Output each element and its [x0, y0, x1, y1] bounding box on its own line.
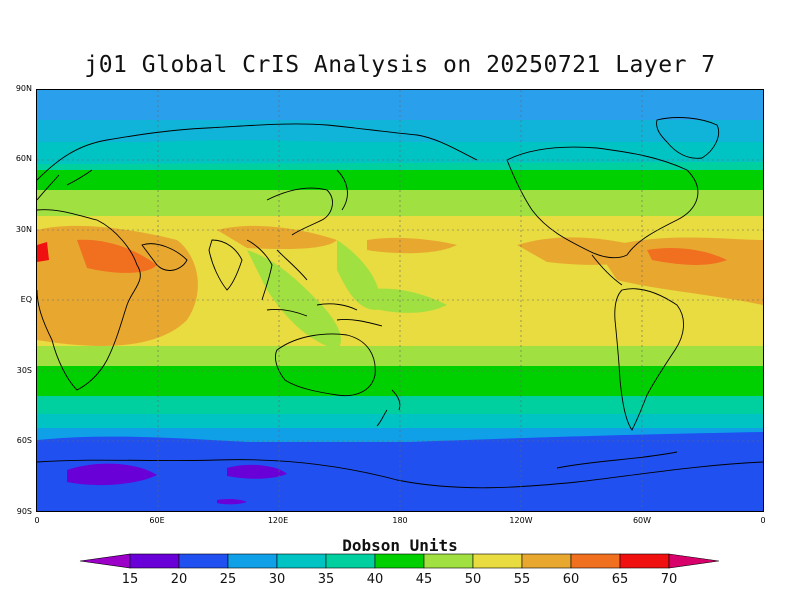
lat-label-30s: 30S: [16, 366, 32, 375]
colorbar-level-label: 20: [170, 572, 188, 587]
lon-label-180: 180: [392, 516, 408, 525]
colorbar-over-arrow: [668, 553, 720, 569]
lat-label-eq: EQ: [20, 295, 32, 304]
lat-label-60n: 60N: [15, 154, 32, 163]
lon-label-120w: 120W: [509, 516, 533, 525]
colorbar-level-label: 35: [317, 572, 335, 587]
colorbar-level-label: 45: [415, 572, 433, 587]
colorbar-swatch: [129, 553, 180, 569]
lon-label-60e: 60E: [149, 516, 165, 525]
lat-label-60s: 60S: [16, 436, 32, 445]
colorbar-swatch: [227, 553, 278, 569]
colorbar-swatch: [521, 553, 572, 569]
colorbar-level-label: 25: [219, 572, 237, 587]
map-title: j01 Global CrIS Analysis on 20250721 Lay…: [84, 52, 716, 78]
coastlines: [37, 117, 763, 489]
colorbar-title: Dobson Units: [342, 536, 458, 555]
colorbar-swatch: [423, 553, 474, 569]
lon-label-60w: 60W: [632, 516, 652, 525]
lat-label-90s: 90S: [16, 507, 32, 516]
colorbar-under-arrow: [79, 553, 131, 569]
ozone-field-map: [37, 90, 763, 511]
colorbar-level-label: 65: [611, 572, 629, 587]
colorbar-swatch: [325, 553, 376, 569]
colorbar-level-label: 40: [366, 572, 384, 587]
colorbar: [0, 552, 800, 576]
colorbar-swatches: [79, 553, 720, 569]
lat-label-90n: 90N: [15, 84, 32, 93]
lon-label-0-right: 0: [760, 516, 766, 525]
colorbar-swatch: [472, 553, 523, 569]
lon-label-120e: 120E: [267, 516, 289, 525]
lon-label-0-left: 0: [34, 516, 40, 525]
colorbar-swatch: [276, 553, 327, 569]
colorbar-swatch: [570, 553, 621, 569]
colorbar-level-label: 70: [660, 572, 678, 587]
map-plot-area: [36, 89, 764, 512]
colorbar-level-label: 30: [268, 572, 286, 587]
colorbar-level-label: 55: [513, 572, 531, 587]
colorbar-swatch: [374, 553, 425, 569]
colorbar-level-label: 50: [464, 572, 482, 587]
grid-lines: [37, 90, 763, 511]
colorbar-level-label: 60: [562, 572, 580, 587]
colorbar-swatch: [178, 553, 229, 569]
colorbar-level-label: 15: [121, 572, 139, 587]
colorbar-swatch: [619, 553, 670, 569]
lat-label-30n: 30N: [15, 225, 32, 234]
